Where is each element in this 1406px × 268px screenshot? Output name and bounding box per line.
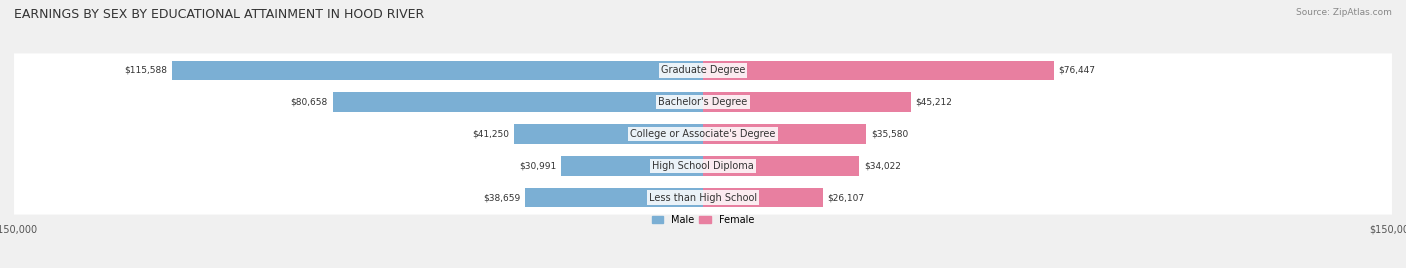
Text: Source: ZipAtlas.com: Source: ZipAtlas.com — [1296, 8, 1392, 17]
Legend: Male, Female: Male, Female — [648, 211, 758, 229]
FancyBboxPatch shape — [14, 149, 1392, 183]
Text: $38,659: $38,659 — [484, 193, 520, 202]
FancyBboxPatch shape — [14, 53, 1392, 88]
Bar — [333, 92, 703, 112]
Text: $30,991: $30,991 — [519, 161, 555, 170]
FancyBboxPatch shape — [14, 180, 1392, 215]
Text: High School Diploma: High School Diploma — [652, 161, 754, 171]
Text: Less than High School: Less than High School — [650, 192, 756, 203]
Text: $76,447: $76,447 — [1059, 66, 1095, 75]
Bar — [526, 188, 703, 207]
Text: $41,250: $41,250 — [472, 129, 509, 139]
Text: Graduate Degree: Graduate Degree — [661, 65, 745, 76]
Bar — [513, 124, 703, 144]
Text: EARNINGS BY SEX BY EDUCATIONAL ATTAINMENT IN HOOD RIVER: EARNINGS BY SEX BY EDUCATIONAL ATTAINMEN… — [14, 8, 425, 21]
FancyBboxPatch shape — [14, 117, 1392, 151]
Text: Bachelor's Degree: Bachelor's Degree — [658, 97, 748, 107]
Text: College or Associate's Degree: College or Associate's Degree — [630, 129, 776, 139]
Text: $45,212: $45,212 — [915, 98, 952, 107]
Bar — [703, 92, 911, 112]
Bar — [703, 188, 823, 207]
FancyBboxPatch shape — [14, 85, 1392, 119]
Bar — [172, 61, 703, 80]
Text: $80,658: $80,658 — [291, 98, 328, 107]
Text: $34,022: $34,022 — [863, 161, 901, 170]
Text: $35,580: $35,580 — [870, 129, 908, 139]
Bar — [703, 61, 1054, 80]
Text: $26,107: $26,107 — [828, 193, 865, 202]
Bar — [703, 156, 859, 176]
Bar — [703, 124, 866, 144]
Text: $115,588: $115,588 — [125, 66, 167, 75]
Bar — [561, 156, 703, 176]
